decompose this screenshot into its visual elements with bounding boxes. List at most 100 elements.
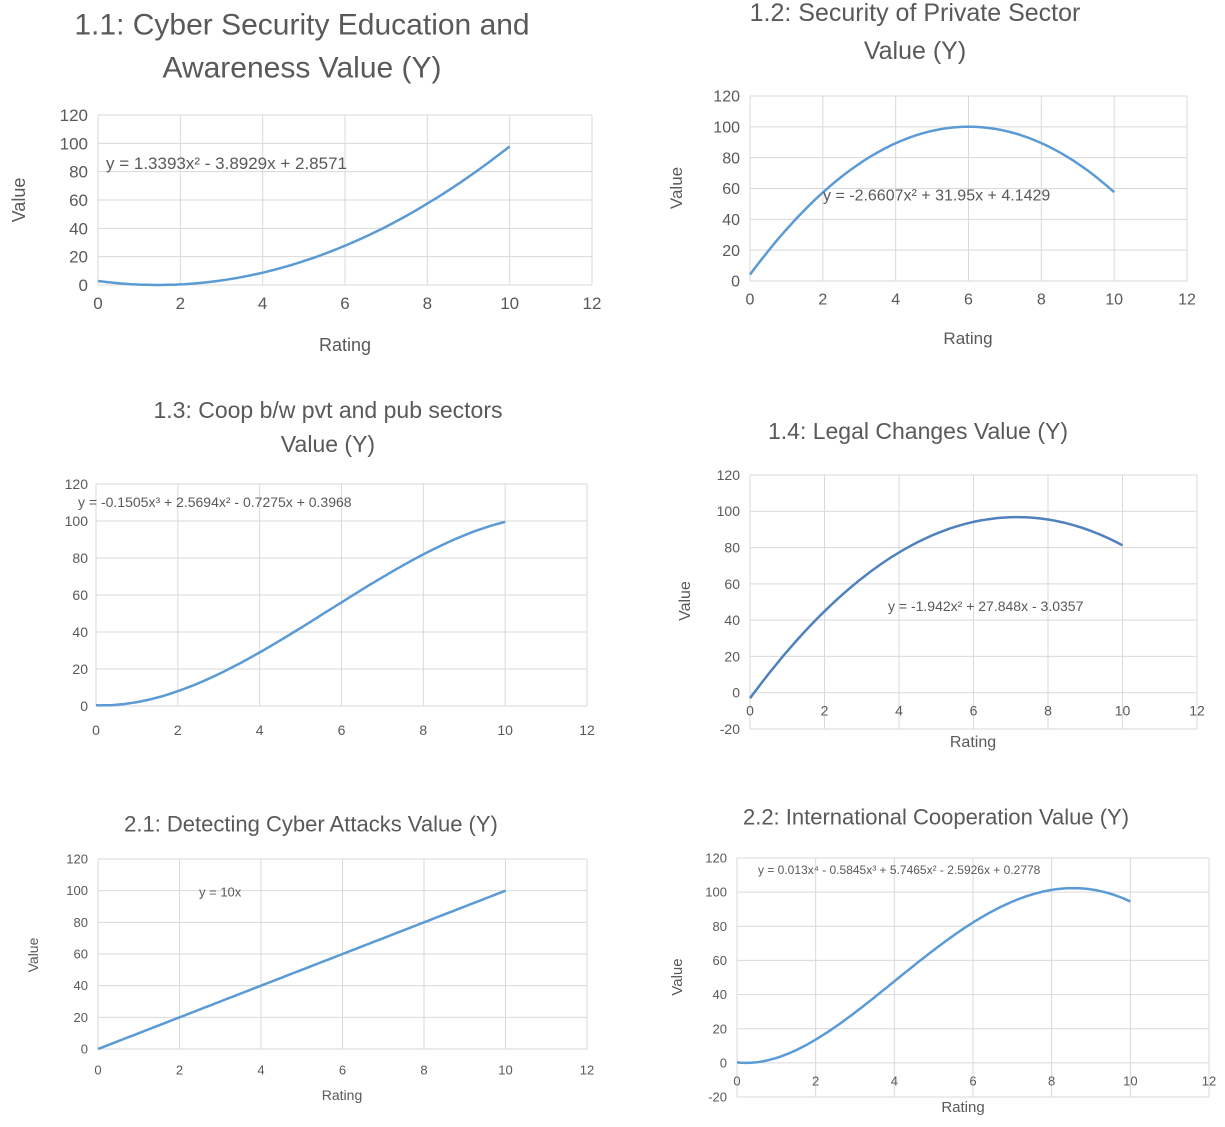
y-tick-label: 80 [72,550,88,566]
x-tick-label: 10 [1123,1073,1137,1088]
chart-title: Value (Y) [281,431,375,457]
y-tick-label: 100 [65,513,89,529]
y-tick-label: 100 [60,134,88,153]
x-tick-label: 10 [498,1063,512,1078]
x-tick-label: 2 [821,703,829,719]
y-tick-label: 80 [69,163,88,182]
y-tick-label: 0 [732,685,740,701]
chart-5: 2.1: Detecting Cyber Attacks Value (Y) 0 2… [25,812,594,1103]
y-tick-label: 100 [717,503,741,519]
y-tick-label: 40 [724,612,740,628]
x-tick-label: 6 [964,292,973,309]
x-tick-label: 12 [583,294,602,313]
series-line [748,515,1124,699]
y-tick-label: 60 [724,576,740,592]
y-tick-label: 40 [69,219,88,238]
x-tick-label: 12 [1189,703,1205,719]
x-tick-label: 2 [812,1073,819,1088]
y-tick-label: 120 [65,476,89,492]
chart-1: 1.1: Cyber Security Education and Awarene… [9,9,601,356]
x-tick-label: 6 [969,1073,976,1088]
x-tick-label: 10 [1105,292,1123,309]
y-tick-label: 20 [69,248,88,267]
chart-2: 1.2: Security of Private Sector Value (Y)… [667,0,1196,348]
y-tick-label: 0 [720,1055,727,1070]
x-tick-label: 8 [1044,703,1052,719]
y-tick-label: 100 [705,885,727,900]
y-tick-label: 80 [722,150,740,167]
x-tick-label: 12 [1202,1073,1216,1088]
x-tick-label: 2 [176,1063,183,1078]
series-line [97,889,506,1051]
x-tick-label: 10 [1115,703,1131,719]
x-axis-label: Rating [319,335,371,355]
x-tick-label: 0 [94,1063,101,1078]
x-tick-label: 4 [895,703,903,719]
y-tick-label: 40 [72,624,88,640]
x-tick-label: 2 [818,292,827,309]
y-tick-label: 80 [724,539,740,555]
chart-6: 2.2: International Cooperation Value (Y)… [669,805,1216,1116]
series-line [97,145,511,287]
chart-title: 1.4: Legal Changes Value (Y) [768,418,1068,444]
series-line [748,125,1116,276]
x-tick-label: 6 [338,722,346,738]
y-tick-label: 40 [74,978,88,993]
y-tick-label: 20 [722,243,740,260]
y-tick-label: 100 [713,119,740,136]
x-tick-label: 0 [93,294,102,313]
y-tick-label: 80 [74,915,88,930]
x-axis-label: Rating [950,734,996,751]
x-tick-label: 0 [746,292,755,309]
x-tick-label: 8 [419,722,427,738]
y-tick-label: 80 [713,919,727,934]
x-tick-label: 10 [500,294,519,313]
chart-title: 1.2: Security of Private Sector [750,0,1081,27]
y-tick-label: 120 [717,467,741,483]
y-axis-label: Value [669,958,686,995]
chart-title: 2.1: Detecting Cyber Attacks Value (Y) [124,812,498,837]
y-tick-label: 0 [81,1042,88,1057]
x-tick-label: 6 [970,703,978,719]
trendline-equation: y = 1.3393x² - 3.8929x + 2.8571 [106,154,347,173]
y-tick-label: 60 [74,947,88,962]
series-line [736,886,1131,1065]
trendline-equation: y = -0.1505x³ + 2.5694x² - 0.7275x + 0.3… [78,494,352,510]
x-tick-label: 12 [579,722,595,738]
trendline-equation: y = -1.942x² + 27.848x - 3.0357 [888,598,1084,614]
y-tick-label: 0 [79,276,88,295]
x-tick-label: 2 [176,294,185,313]
chart-title: 2.2: International Cooperation Value (Y) [743,805,1129,830]
chart-title: Awareness Value (Y) [162,52,441,85]
y-tick-label: 60 [72,587,88,603]
y-axis-label: Value [667,167,686,209]
x-tick-label: 0 [746,703,754,719]
y-tick-label: 0 [80,698,88,714]
y-tick-label: 120 [66,852,88,867]
y-tick-label: 0 [731,274,740,291]
x-tick-label: 4 [891,1073,898,1088]
series-line [95,520,506,707]
x-tick-label: 8 [1048,1073,1055,1088]
x-tick-label: 10 [497,722,513,738]
chart-title: Value (Y) [864,37,966,65]
y-tick-label: 20 [724,648,740,664]
x-tick-label: 2 [174,722,182,738]
y-tick-label: 20 [72,661,88,677]
x-tick-label: 8 [1037,292,1046,309]
x-tick-label: 6 [339,1063,346,1078]
x-tick-label: 8 [420,1063,427,1078]
x-axis-label: Rating [322,1087,362,1103]
y-axis-label: Value [9,178,29,223]
x-tick-label: 4 [258,294,267,313]
y-tick-label: -20 [720,721,740,737]
x-tick-label: 0 [92,722,100,738]
trendline-equation: y = -2.6607x² + 31.95x + 4.1429 [823,188,1050,205]
chart-4: 1.4: Legal Changes Value (Y) 0 2 4 6 8 10 12 -20… [677,418,1205,751]
x-tick-label: 4 [891,292,900,309]
x-tick-label: 6 [340,294,349,313]
y-tick-label: 120 [713,89,740,106]
y-axis-label: Value [677,581,694,621]
trendline-equation: y = 10x [199,885,242,900]
